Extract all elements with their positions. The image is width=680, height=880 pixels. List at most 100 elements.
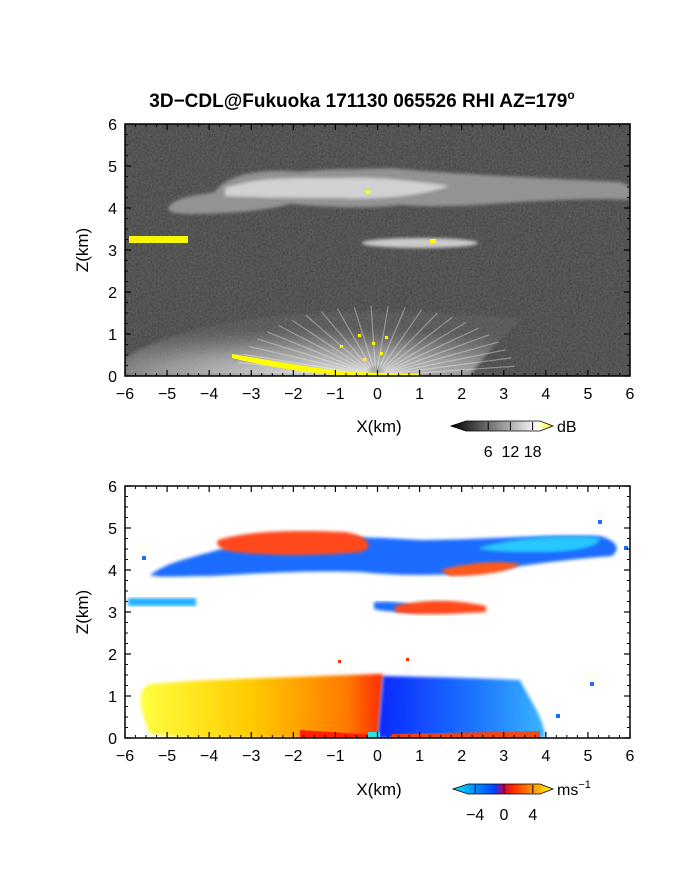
- boundary-layer-away: [378, 676, 545, 738]
- velocity-y-tick-label: 6: [108, 479, 117, 496]
- backscatter-colorbar-tick-label: 6: [484, 444, 493, 461]
- backscatter-y-tick-label: 6: [108, 117, 117, 134]
- beam-ray: [375, 321, 467, 376]
- beam-ray: [353, 306, 377, 376]
- boundary-layer: [125, 312, 520, 376]
- velocity-x-tick-label: −1: [326, 748, 344, 765]
- velocity-colorbar-tick-label: 4: [528, 807, 537, 824]
- velocity-x-tick-label: 4: [541, 748, 550, 765]
- backscatter-y-label: Z(km): [73, 228, 92, 272]
- beam-ray: [266, 331, 377, 376]
- beam-ray: [370, 306, 377, 376]
- velocity-panel: −6 −5 −4 −3 −2 −1 0 1 2 3 4 5 6 0 1 2 3 4 5 6 X(km) Z(km) m…: [73, 479, 635, 824]
- backscatter-axes: −6 −5 −4 −3 −2 −1 0 1 2 3 4 5 6 0 1 2 3 4 5 6: [108, 117, 634, 403]
- velocity-colorbar-tick-label: −4: [466, 807, 484, 824]
- backscatter-x-tick-label: 1: [415, 386, 424, 403]
- backscatter-colorbar-bar: [449, 420, 555, 432]
- backscatter-colorbar-tick-label: 18: [524, 444, 542, 461]
- near-ground-orange: [392, 731, 540, 738]
- backscatter-y-tick-label: 0: [108, 369, 117, 386]
- velocity-x-tick-label: 2: [457, 748, 466, 765]
- backscatter-colorbar: dB 6 12 18: [449, 419, 577, 461]
- velocity-x-label: X(km): [356, 780, 401, 799]
- mid-cloud-toward: [395, 600, 486, 615]
- velocity-x-tick-label: −3: [242, 748, 260, 765]
- mid-cloud-saturated: [430, 239, 436, 243]
- backscatter-colorbar-ticks: 6 12 18: [484, 422, 542, 461]
- beam-ray: [320, 311, 377, 376]
- backscatter-features: [125, 168, 630, 376]
- beam-ray: [375, 334, 490, 376]
- backscatter-x-tick-label: −2: [284, 386, 302, 403]
- near-field-saturated: [340, 334, 388, 361]
- boundary-layer-toward: [140, 674, 383, 738]
- upper-cloud-toward-right: [440, 562, 520, 576]
- velocity-outliers-red: [338, 658, 409, 663]
- beam-ray: [375, 341, 499, 376]
- velocity-x-tick-label: −2: [284, 748, 302, 765]
- backscatter-x-tick-label: 2: [457, 386, 466, 403]
- velocity-colorbar: ms−1 −4 0 4: [451, 779, 591, 824]
- backscatter-plot-area: [125, 124, 630, 376]
- backscatter-x-tick-label: 0: [373, 386, 382, 403]
- velocity-x-tick-label: −5: [158, 748, 176, 765]
- left-cloud: [128, 598, 196, 606]
- backscatter-colorbar-unit: dB: [557, 419, 577, 436]
- ground-return-saturated: [232, 354, 420, 376]
- velocity-y-tick-label: 5: [108, 521, 117, 538]
- beam-ray: [336, 308, 377, 376]
- velocity-x-tick-label: 5: [583, 748, 592, 765]
- backscatter-x-tick-label: −5: [158, 386, 176, 403]
- upper-cloud-saturated: [366, 190, 370, 194]
- velocity-y-label: Z(km): [73, 590, 92, 634]
- figure-title: 3D−CDL@Fukuoka 171130 065526 RHI AZ=179o: [149, 88, 574, 112]
- velocity-x-tick-label: 1: [415, 748, 424, 765]
- beam-ray: [278, 325, 377, 376]
- velocity-x-tick-label: 3: [499, 748, 508, 765]
- backscatter-y-tick-label: 3: [108, 243, 117, 260]
- velocity-colorbar-ticks: −4 0 4: [466, 785, 537, 824]
- backscatter-x-tick-label: −4: [200, 386, 218, 403]
- velocity-x-tick-label: −6: [116, 748, 134, 765]
- velocity-y-tick-label: 2: [108, 647, 117, 664]
- beam-ray: [375, 307, 406, 376]
- velocity-plot-area: [125, 486, 630, 738]
- backscatter-x-tick-label: 6: [626, 386, 635, 403]
- upper-cloud-core: [225, 177, 450, 199]
- beam-ray: [375, 349, 506, 376]
- beam-ray: [375, 309, 423, 376]
- beam-ray: [375, 327, 479, 376]
- mid-cloud: [362, 238, 478, 248]
- velocity-y-tick-label: 3: [108, 605, 117, 622]
- backscatter-x-tick-label: 5: [583, 386, 592, 403]
- origin-cyan: [368, 732, 380, 738]
- backscatter-x-tick-label: −6: [116, 386, 134, 403]
- backscatter-y-tick-label: 4: [108, 201, 117, 218]
- backscatter-colorbar-tick-label: 12: [502, 444, 520, 461]
- near-ground-red: [300, 730, 376, 738]
- velocity-y-tick-label: 0: [108, 731, 117, 748]
- backscatter-x-tick-label: −1: [326, 386, 344, 403]
- left-cloud-saturated: [129, 236, 188, 243]
- velocity-axes: −6 −5 −4 −3 −2 −1 0 1 2 3 4 5 6 0 1 2 3 4 5 6: [108, 479, 634, 765]
- backscatter-y-tick-label: 5: [108, 159, 117, 176]
- velocity-y-tick-label: 4: [108, 563, 117, 580]
- velocity-x-tick-label: −4: [200, 748, 218, 765]
- beam-ray: [375, 357, 512, 376]
- velocity-colorbar-bar: [451, 783, 555, 795]
- velocity-colorbar-unit: ms−1: [557, 779, 591, 799]
- beam-ray: [375, 312, 438, 376]
- beam-ray: [375, 316, 453, 376]
- beam-ray: [375, 306, 389, 376]
- backscatter-x-tick-label: −3: [242, 386, 260, 403]
- backscatter-y-tick-label: 2: [108, 285, 117, 302]
- velocity-x-tick-label: 0: [373, 748, 382, 765]
- upper-cloud-light-blue: [478, 536, 600, 552]
- backscatter-y-tick-label: 1: [108, 327, 117, 344]
- beam-ray: [257, 338, 377, 376]
- upper-cloud-toward: [217, 530, 369, 555]
- backscatter-x-tick-label: 4: [541, 386, 550, 403]
- backscatter-x-tick-label: 3: [499, 386, 508, 403]
